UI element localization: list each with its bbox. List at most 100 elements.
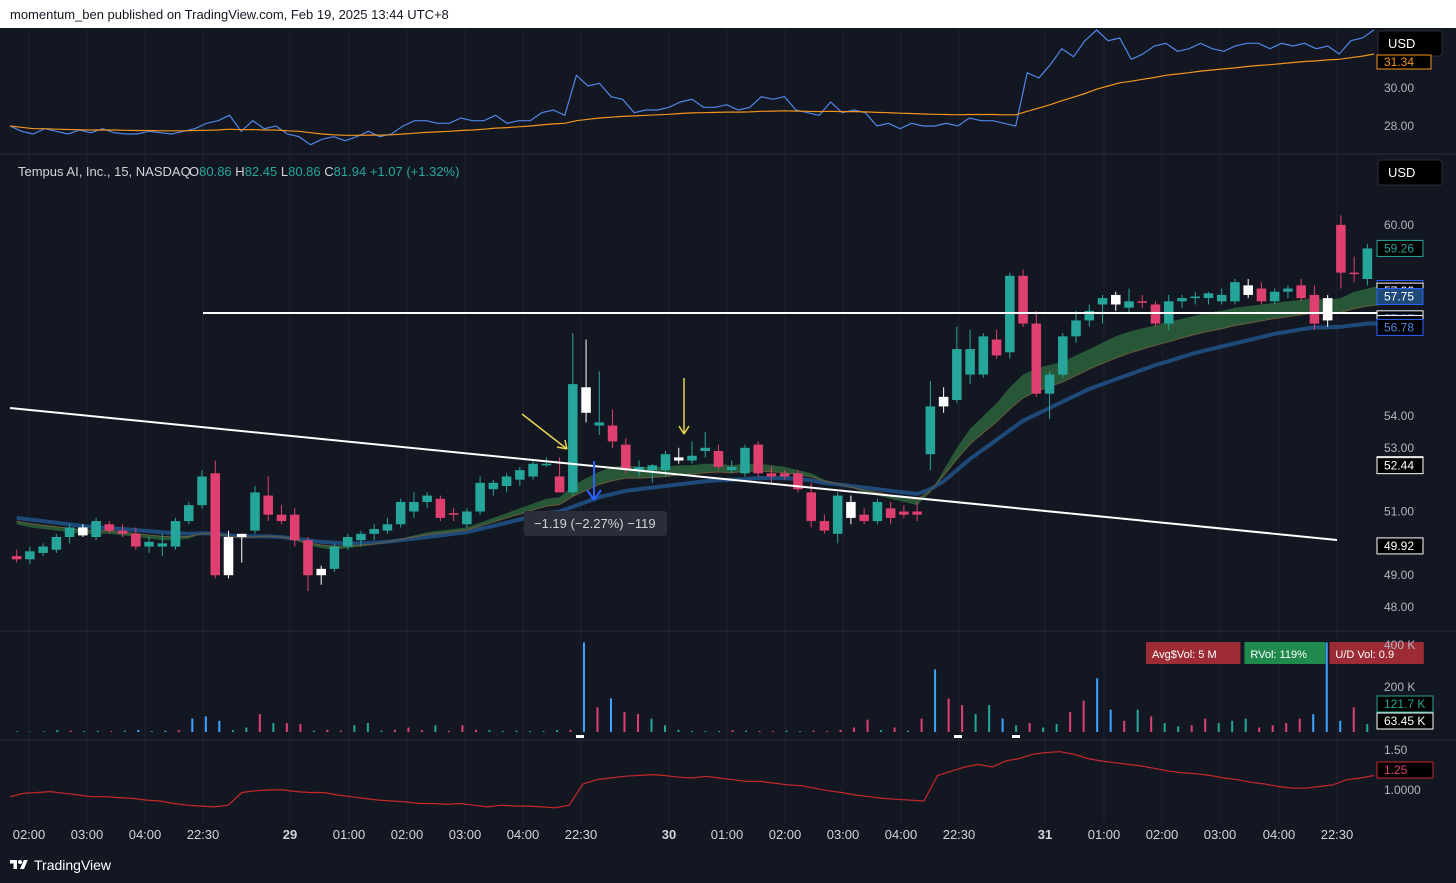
candle-body bbox=[1269, 291, 1280, 302]
candle bbox=[647, 463, 658, 483]
candle-body bbox=[832, 495, 843, 534]
legend-symbol[interactable]: Tempus AI, Inc., 15, NASDAQ bbox=[18, 164, 191, 179]
candle bbox=[1097, 294, 1108, 324]
candle bbox=[528, 460, 538, 480]
candle-body bbox=[223, 537, 234, 576]
volume-bar bbox=[1258, 727, 1261, 732]
time-axis-label: 04:00 bbox=[507, 827, 540, 842]
volume-bar bbox=[582, 642, 585, 732]
time-axis-label: 22:30 bbox=[943, 827, 976, 842]
volume-bar bbox=[218, 720, 221, 732]
time-axis-label: 22:30 bbox=[565, 827, 598, 842]
rs-currency-label: USD bbox=[1388, 36, 1415, 51]
footer-brand: TradingView bbox=[34, 857, 112, 873]
price-currency-button[interactable] bbox=[1377, 159, 1443, 186]
time-axis-label: 01:00 bbox=[333, 827, 366, 842]
candle-body bbox=[779, 473, 790, 477]
candle bbox=[1150, 301, 1161, 327]
candle bbox=[263, 476, 274, 522]
measure-tooltip-text: −1.19 (−2.27%) −119 bbox=[534, 516, 656, 531]
candle-body bbox=[766, 473, 777, 477]
tradingview-logo-icon bbox=[10, 860, 28, 869]
time-axis-label: 04:00 bbox=[885, 827, 918, 842]
price-axis-label: 52.44 bbox=[1384, 459, 1414, 473]
candle-body bbox=[634, 466, 644, 471]
candle bbox=[846, 495, 856, 525]
rs-ma-value-text: 31.34 bbox=[1384, 55, 1414, 69]
candle bbox=[25, 546, 35, 565]
candle bbox=[1322, 294, 1333, 327]
volume-tick-200k: 200 K bbox=[1384, 680, 1415, 694]
volume-bar bbox=[1109, 709, 1112, 732]
time-axis[interactable]: 02:00 03:00 04:00 22:30 29 01:00 02:00 03:00 04:… bbox=[13, 827, 1354, 842]
volume-bar bbox=[636, 714, 639, 732]
price-tick: 53.00 bbox=[1384, 441, 1414, 455]
candle bbox=[621, 438, 631, 474]
volume-bar bbox=[447, 730, 450, 732]
price-axis-label: 59.26 bbox=[1384, 241, 1414, 255]
legend-ohlc: O80.86 H82.45 L80.86 C81.94 +1.07 (+1.32… bbox=[189, 164, 459, 179]
candle-body bbox=[740, 447, 750, 474]
volume-bar bbox=[974, 714, 977, 732]
descending-trendline[interactable] bbox=[9, 407, 1338, 541]
candle-body bbox=[541, 463, 552, 466]
time-axis-label: 02:00 bbox=[1146, 827, 1179, 842]
volume-bar bbox=[853, 727, 856, 732]
volume-bar bbox=[934, 669, 937, 732]
candle-body bbox=[342, 537, 353, 547]
candle bbox=[184, 501, 194, 525]
candle-body bbox=[170, 521, 181, 547]
price-tick: 60.00 bbox=[1384, 218, 1414, 232]
candle-body bbox=[51, 537, 62, 550]
volume-marker bbox=[954, 735, 962, 738]
volume-bar bbox=[150, 731, 153, 732]
candle-body bbox=[991, 339, 1002, 356]
price-axis-label: 57.75 bbox=[1384, 290, 1414, 304]
candle bbox=[766, 466, 777, 483]
candle-body bbox=[1084, 310, 1095, 321]
candle-body bbox=[647, 465, 658, 471]
volume-bar bbox=[326, 729, 329, 732]
volume-bar bbox=[366, 723, 369, 732]
candle bbox=[11, 549, 22, 563]
candle bbox=[501, 473, 512, 493]
candle bbox=[673, 447, 684, 464]
rvol-tick-1-50: 1.50 bbox=[1384, 743, 1408, 757]
candle bbox=[1230, 279, 1240, 305]
candle-body bbox=[1058, 336, 1068, 375]
candle-body bbox=[1110, 294, 1121, 305]
candle-body bbox=[78, 527, 88, 536]
volume-bar bbox=[718, 731, 721, 732]
candle-body bbox=[475, 482, 485, 512]
candle bbox=[885, 501, 896, 525]
time-axis-label: 03:00 bbox=[71, 827, 104, 842]
ema-mid-line bbox=[16, 304, 1381, 547]
candle bbox=[899, 505, 909, 518]
candle bbox=[1296, 279, 1306, 302]
candle-body bbox=[1137, 301, 1148, 303]
trading-chart[interactable]: USD 31.34 30.00 28.00 −1.19 (−2.27%) −11… bbox=[0, 28, 1456, 850]
stat-badge-label: U/D Vol: 0.9 bbox=[1335, 649, 1394, 661]
candle bbox=[806, 482, 816, 528]
volume-bar bbox=[1271, 725, 1274, 732]
candle-body bbox=[1322, 298, 1333, 321]
candle bbox=[435, 495, 446, 522]
candle-body bbox=[1362, 248, 1373, 279]
candle-body bbox=[1031, 323, 1042, 394]
candle-body bbox=[1283, 288, 1293, 292]
price-axis-label-box bbox=[1376, 457, 1424, 475]
rs-series-line-0 bbox=[9, 29, 1375, 146]
volume-bar bbox=[947, 698, 950, 732]
volume-bar bbox=[528, 731, 531, 732]
candle bbox=[1309, 285, 1320, 330]
volume-bar bbox=[15, 731, 18, 732]
volume-bar bbox=[799, 731, 802, 732]
candle bbox=[1124, 288, 1134, 315]
price-panel: −1.19 (−2.27%) −119 Tempus AI, Inc., 15,… bbox=[9, 159, 1443, 614]
volume-bar bbox=[204, 716, 207, 732]
candle bbox=[409, 492, 419, 518]
candle-body bbox=[607, 425, 618, 442]
volume-bar bbox=[555, 730, 558, 732]
candle-body bbox=[369, 529, 379, 534]
candle bbox=[236, 533, 247, 563]
